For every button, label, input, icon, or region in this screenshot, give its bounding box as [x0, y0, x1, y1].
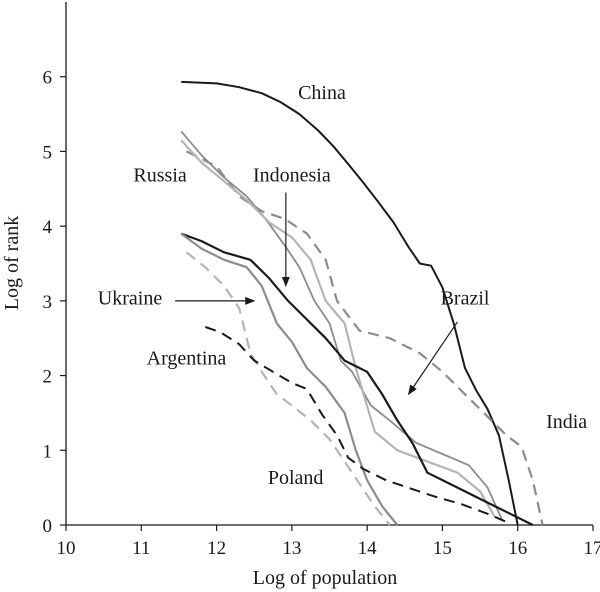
- y-tick-label-5: 5: [43, 142, 53, 163]
- y-tick-label-6: 6: [43, 68, 53, 89]
- series-line-ukraine: [180, 232, 399, 526]
- annotation-indonesia: Indonesia: [253, 164, 331, 186]
- x-tick-label-13: 13: [282, 538, 301, 559]
- annotation-india: India: [546, 411, 587, 433]
- annotation-brazil: Brazil: [441, 288, 490, 310]
- series-line-argentina: [185, 251, 391, 526]
- x-tick-label-11: 11: [132, 538, 150, 559]
- annotation-arrows: [175, 192, 458, 396]
- annotation-ukraine: Ukraine: [98, 288, 163, 310]
- x-tick-label-12: 12: [207, 538, 226, 559]
- axes: [65, 2, 593, 526]
- x-axis-title: Log of population: [253, 567, 397, 589]
- x-tick-label-17: 17: [584, 538, 600, 559]
- series-line-brazil: [180, 232, 534, 526]
- y-tick-label-2: 2: [43, 367, 53, 388]
- series-line-poland: [204, 326, 511, 525]
- series-line-indonesia: [180, 139, 497, 519]
- annotation-china: China: [298, 82, 346, 104]
- annotation-poland: Poland: [268, 467, 324, 489]
- x-tick-label-14: 14: [358, 538, 378, 559]
- arrow-brazil: [407, 321, 458, 396]
- series-group: [180, 80, 544, 526]
- annotation-argentina: Argentina: [147, 347, 227, 369]
- y-axis-title: Log of rank: [1, 216, 23, 310]
- annotations: China Russia Indonesia Brazil India Ukraine Ar…: [98, 82, 588, 489]
- series-line-china: [181, 80, 519, 526]
- series-line-russia: [180, 130, 504, 522]
- y-tick-label-0: 0: [43, 516, 53, 537]
- y-tick-label-3: 3: [43, 292, 53, 313]
- x-tick-label-16: 16: [508, 538, 527, 559]
- x-tick-label-10: 10: [57, 538, 76, 559]
- y-tick-label-1: 1: [43, 441, 53, 462]
- x-tick-label-15: 15: [433, 538, 452, 559]
- annotation-russia: Russia: [133, 164, 186, 186]
- y-tick-label-4: 4: [43, 217, 53, 238]
